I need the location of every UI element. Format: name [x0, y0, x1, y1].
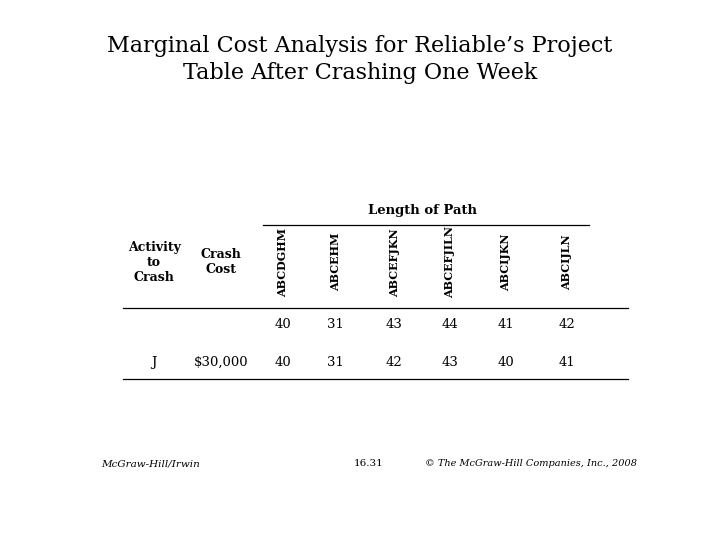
Text: 41: 41 [559, 356, 575, 369]
Text: 31: 31 [327, 318, 344, 331]
Text: ABCIJLN: ABCIJLN [562, 234, 572, 290]
Text: 41: 41 [498, 318, 514, 331]
Text: ABCEFJILN: ABCEFJILN [444, 226, 456, 298]
Text: Marginal Cost Analysis for Reliable’s Project: Marginal Cost Analysis for Reliable’s Pr… [107, 35, 613, 57]
Text: $30,000: $30,000 [194, 356, 248, 369]
Text: J: J [151, 356, 157, 369]
Text: 31: 31 [327, 356, 344, 369]
Text: 43: 43 [441, 356, 459, 369]
Text: Activity
to
Crash: Activity to Crash [127, 241, 181, 284]
Text: Crash
Cost: Crash Cost [201, 248, 242, 276]
Text: ABCDGHM: ABCDGHM [277, 228, 288, 297]
Text: 16.31: 16.31 [354, 459, 384, 468]
Text: 44: 44 [441, 318, 459, 331]
Text: ABCEHM: ABCEHM [330, 233, 341, 292]
Text: 43: 43 [386, 318, 402, 331]
Text: 40: 40 [498, 356, 514, 369]
Text: 42: 42 [386, 356, 402, 369]
Text: ABCIJKN: ABCIJKN [500, 234, 511, 291]
Text: ABCEFJKN: ABCEFJKN [389, 228, 400, 296]
Text: © The McGraw-Hill Companies, Inc., 2008: © The McGraw-Hill Companies, Inc., 2008 [425, 459, 637, 468]
Text: McGraw-Hill/Irwin: McGraw-Hill/Irwin [101, 459, 200, 468]
Text: 40: 40 [274, 356, 291, 369]
Text: 42: 42 [559, 318, 575, 331]
Text: Table After Crashing One Week: Table After Crashing One Week [183, 62, 537, 84]
Text: 40: 40 [274, 318, 291, 331]
Text: Length of Path: Length of Path [368, 204, 477, 217]
